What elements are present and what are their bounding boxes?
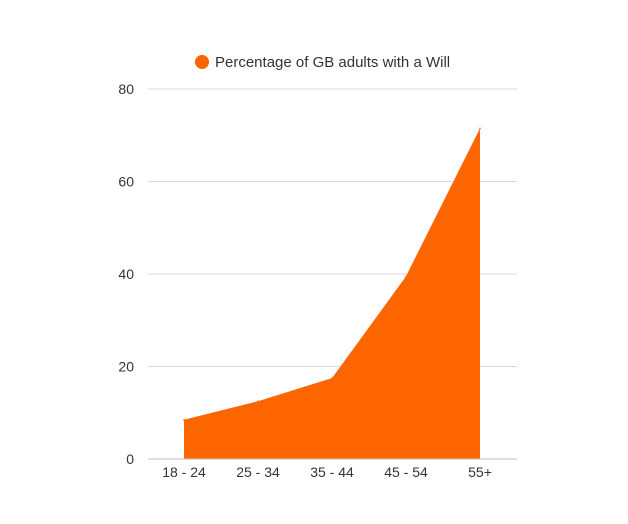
legend-marker [195, 55, 209, 69]
data-point-1 [257, 400, 259, 402]
x-tick-label-4: 55+ [468, 464, 492, 480]
x-tick-label-0: 18 - 24 [162, 464, 206, 480]
y-tick-label-80: 80 [118, 81, 134, 97]
y-tick-label-20: 20 [118, 359, 134, 375]
legend: Percentage of GB adults with a Will [195, 54, 450, 71]
y-tick-label-40: 40 [118, 266, 134, 282]
x-tick-label-1: 25 - 34 [236, 464, 280, 480]
y-axis-ticks: 0 20 40 60 80 [118, 81, 134, 467]
x-tick-label-2: 35 - 44 [310, 464, 354, 480]
data-point-2 [331, 377, 333, 379]
data-point-0 [183, 418, 185, 421]
data-point-3 [405, 275, 407, 278]
data-points [183, 127, 481, 421]
y-tick-label-0: 0 [126, 451, 134, 467]
x-axis-ticks: 18 - 24 25 - 34 35 - 44 45 - 54 55+ [162, 464, 492, 480]
legend-label: Percentage of GB adults with a Will [215, 54, 450, 71]
x-tick-label-3: 45 - 54 [384, 464, 428, 480]
data-point-4 [479, 127, 481, 130]
y-tick-label-60: 60 [118, 174, 134, 190]
area-series-percentage-of-gb-adults-with-a-will [184, 128, 480, 459]
